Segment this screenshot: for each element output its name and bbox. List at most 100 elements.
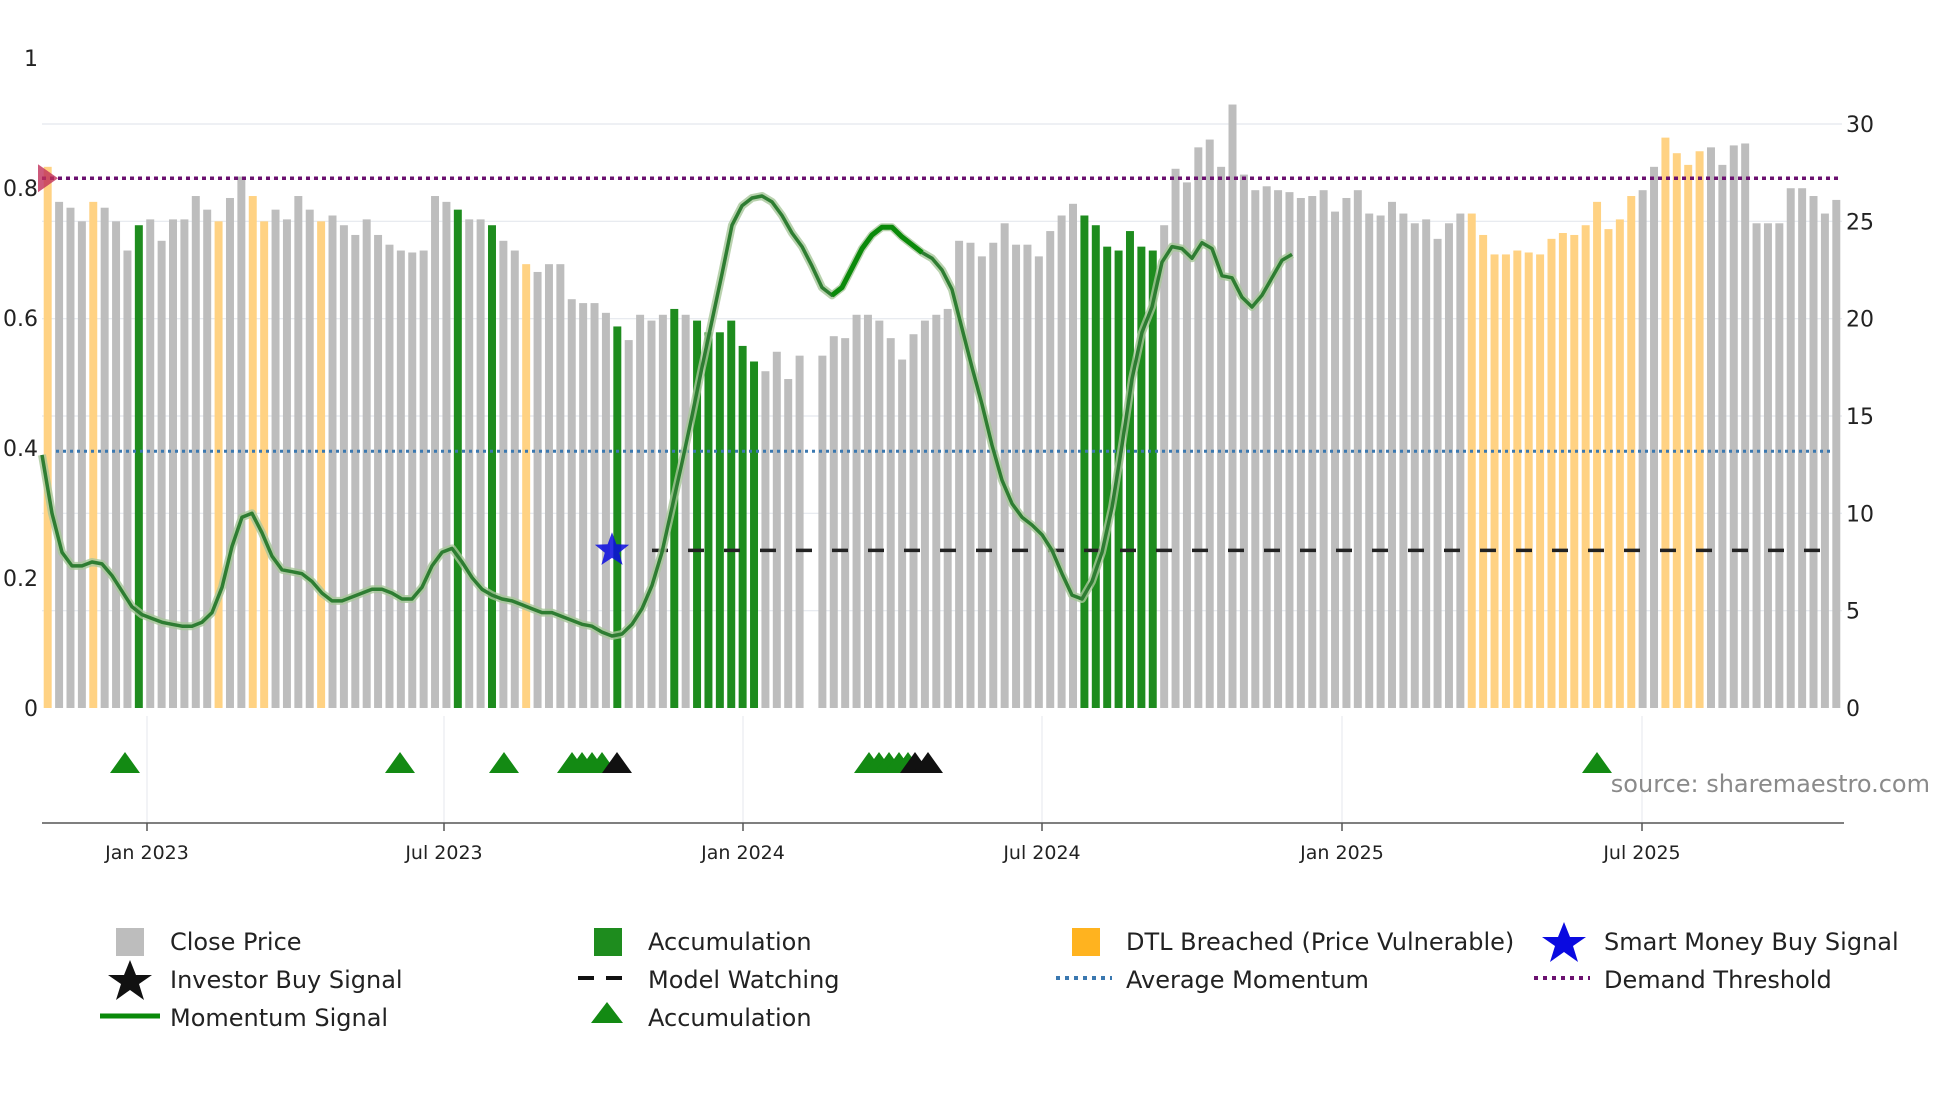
close-price-bar <box>169 219 177 709</box>
lines-layer <box>38 176 1842 640</box>
close-price-bar <box>1399 213 1408 708</box>
dtl-breached-bar <box>89 201 98 708</box>
close-price-bar <box>396 250 405 709</box>
close-price-bar <box>1000 223 1009 708</box>
close-price-bar <box>1410 223 1419 708</box>
close-price-bar <box>1331 211 1340 708</box>
investor-buy-triangle <box>602 752 632 773</box>
dtl-breached-bar <box>1479 234 1488 708</box>
close-price-bar <box>636 314 645 708</box>
close-price-bar <box>601 312 610 708</box>
close-price-bar <box>955 240 964 709</box>
axes-layer: Jan 2023 Jul 2023 Jan 2024 Jul 2024 Jan 2025… <box>3 47 1874 864</box>
investor-buy-triangle <box>913 752 943 773</box>
close-price-bar <box>282 219 291 709</box>
legend-close-price: Close Price <box>170 928 302 956</box>
close-price-bar <box>567 299 576 708</box>
legend-star-black-icon <box>108 960 152 1000</box>
close-price-bar <box>1069 203 1077 708</box>
close-price-bar <box>761 371 770 708</box>
close-price-bar <box>385 244 394 708</box>
close-price-bar <box>499 240 508 709</box>
close-price-bar <box>1638 190 1647 709</box>
threshold-start-marker <box>38 164 58 193</box>
close-price-bar <box>818 355 827 708</box>
legend-demand-threshold: Demand Threshold <box>1604 966 1832 994</box>
close-price-bar <box>977 256 986 708</box>
y-left-tick-label: 0.6 <box>3 307 38 332</box>
close-price-bar <box>920 320 929 708</box>
x-tick-label: Jan 2025 <box>1299 842 1384 864</box>
dtl-breached-bar <box>1536 254 1545 708</box>
dtl-breached-bar <box>1695 151 1704 709</box>
legend-accumulation-bar: Accumulation <box>648 928 812 956</box>
close-price-bar <box>1820 213 1829 708</box>
close-price-bar <box>1228 104 1237 709</box>
close-price-bar <box>886 338 895 708</box>
smart-money-buy-star <box>594 532 630 565</box>
close-price-bar <box>157 240 166 709</box>
y-right-tick-label: 0 <box>1846 697 1860 722</box>
close-price-bar <box>841 338 850 708</box>
close-price-bar <box>784 379 793 708</box>
close-price-bar <box>180 219 189 709</box>
close-price-bar <box>772 351 781 708</box>
close-price-bar <box>1786 188 1795 709</box>
close-price-bar <box>362 219 371 709</box>
close-price-bar <box>1319 190 1328 709</box>
accumulation-bar <box>453 209 462 709</box>
close-price-bar <box>112 221 121 709</box>
dtl-breached-bar <box>1581 225 1590 708</box>
close-price-bar <box>1194 147 1203 709</box>
accumulation-triangle <box>489 752 519 773</box>
close-price-bar <box>1388 201 1396 708</box>
y-left-tick-label: 0 <box>24 697 38 722</box>
close-price-bar <box>1217 166 1226 708</box>
bars-layer <box>43 104 1841 709</box>
dtl-breached-bar <box>1604 229 1613 708</box>
accumulation-bar <box>738 345 747 708</box>
dtl-breached-bar <box>260 221 269 709</box>
close-price-bar <box>1798 188 1807 709</box>
close-price-bar <box>1205 139 1214 708</box>
y-left-tick-label: 0.2 <box>3 567 38 592</box>
close-price-bar <box>1353 190 1362 709</box>
close-price-bar <box>1046 231 1055 709</box>
close-price-bar <box>533 271 542 708</box>
close-price-bar <box>1763 223 1772 708</box>
close-price-bar <box>898 359 907 708</box>
close-price-bar <box>1456 213 1465 708</box>
close-price-bar <box>1718 164 1727 708</box>
close-price-bar <box>624 340 633 708</box>
close-price-bar <box>1444 223 1453 708</box>
dtl-breached-bar <box>1501 254 1510 708</box>
close-price-bar <box>123 250 132 709</box>
close-price-bar <box>203 209 212 709</box>
close-price-bar <box>579 303 588 708</box>
close-price-bar <box>909 334 918 708</box>
close-price-bar <box>66 207 75 708</box>
close-price-bar <box>932 314 941 708</box>
close-price-bar <box>77 221 86 709</box>
x-tick-label: Jan 2023 <box>104 842 189 864</box>
close-price-bar <box>943 308 952 708</box>
y-right-tick-label: 10 <box>1846 502 1874 527</box>
dtl-breached-bar <box>43 166 52 708</box>
close-price-bar <box>544 264 553 708</box>
close-price-bar <box>1171 168 1180 709</box>
accumulation-triangle <box>385 752 415 773</box>
close-price-bar <box>225 197 234 708</box>
accumulation-triangle <box>1582 752 1612 773</box>
y-right-tick-label: 5 <box>1846 600 1860 625</box>
y-left-tick-label: 0.4 <box>3 437 38 462</box>
source-label: source: sharemaestro.com <box>1611 770 1930 798</box>
accumulation-bar <box>693 320 702 708</box>
legend-accumulation-marker: Accumulation <box>648 1004 812 1032</box>
close-price-bar <box>647 320 656 708</box>
close-price-bar <box>1034 256 1043 708</box>
accumulation-bar <box>613 326 622 708</box>
dtl-breached-bar <box>317 221 326 709</box>
close-price-bar <box>1376 215 1385 708</box>
close-price-bar <box>1342 197 1351 708</box>
